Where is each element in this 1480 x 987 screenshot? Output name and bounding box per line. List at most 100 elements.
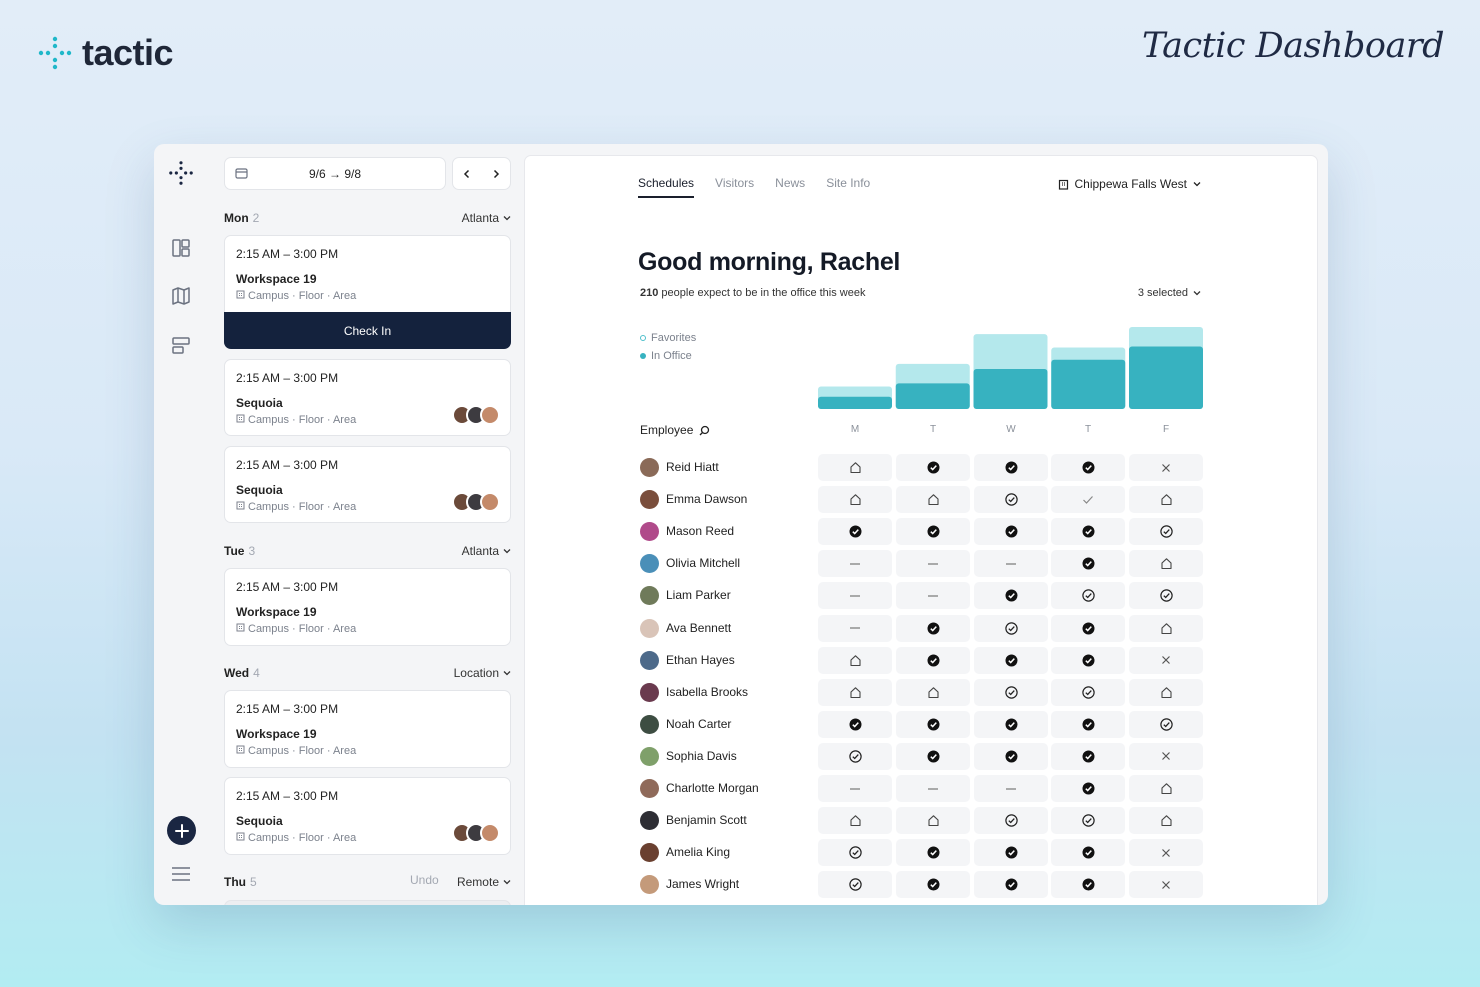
status-cell[interactable] <box>818 550 892 578</box>
status-cell[interactable] <box>818 807 892 835</box>
booking-card[interactable]: 2:15 AM – 3:00 PM Workspace 19 Campus · … <box>224 235 511 313</box>
status-cell[interactable] <box>1051 582 1125 610</box>
layout-icon[interactable] <box>168 332 194 358</box>
location-dropdown[interactable]: Atlanta <box>462 544 511 558</box>
date-range-picker[interactable]: 9/6 → 9/8 <box>224 157 446 190</box>
undo-button[interactable]: Undo <box>410 873 439 887</box>
status-cell[interactable] <box>818 518 892 546</box>
status-cell[interactable] <box>974 742 1048 770</box>
prev-week-button[interactable] <box>453 158 482 189</box>
status-cell[interactable] <box>974 678 1048 706</box>
status-cell[interactable] <box>1051 710 1125 738</box>
status-cell[interactable] <box>974 614 1048 642</box>
menu-icon[interactable] <box>168 861 194 887</box>
status-cell[interactable] <box>974 582 1048 610</box>
status-cell[interactable] <box>1051 646 1125 674</box>
status-cell[interactable] <box>1129 582 1203 610</box>
status-cell[interactable] <box>818 646 892 674</box>
status-cell[interactable] <box>974 550 1048 578</box>
employee-row[interactable]: Ethan Hayes <box>525 644 1317 676</box>
status-cell[interactable] <box>818 486 892 514</box>
employee-row[interactable]: James Wright <box>525 868 1317 900</box>
status-cell[interactable] <box>1129 550 1203 578</box>
booking-card[interactable]: 2:15 AM – 3:00 PM Workspace 19 Campus · … <box>224 568 511 646</box>
location-dropdown[interactable]: Location <box>454 666 511 680</box>
status-cell[interactable] <box>1129 839 1203 867</box>
location-dropdown[interactable]: Remote <box>457 875 511 889</box>
status-cell[interactable] <box>974 839 1048 867</box>
status-cell[interactable] <box>818 582 892 610</box>
status-cell[interactable] <box>974 807 1048 835</box>
status-cell[interactable] <box>1051 678 1125 706</box>
status-cell[interactable] <box>1051 454 1125 481</box>
next-week-button[interactable] <box>482 158 511 189</box>
status-cell[interactable] <box>818 775 892 802</box>
status-cell[interactable] <box>1051 614 1125 642</box>
attendee-avatars[interactable] <box>452 823 500 843</box>
employee-row[interactable]: Noah Carter <box>525 708 1317 740</box>
status-cell[interactable] <box>818 871 892 899</box>
status-cell[interactable] <box>1129 614 1203 642</box>
booking-card-partial[interactable] <box>224 900 511 905</box>
add-button[interactable] <box>167 816 196 845</box>
attendee-avatars[interactable] <box>452 405 500 425</box>
status-cell[interactable] <box>1129 807 1203 835</box>
status-cell[interactable] <box>1129 710 1203 738</box>
status-cell[interactable] <box>1129 678 1203 706</box>
tactic-nav-logo-icon[interactable] <box>168 160 194 186</box>
status-cell[interactable] <box>1129 454 1203 481</box>
status-cell[interactable] <box>896 871 970 899</box>
status-cell[interactable] <box>974 518 1048 546</box>
tab-site-info[interactable]: Site Info <box>826 176 871 190</box>
status-cell[interactable] <box>896 614 970 642</box>
status-cell[interactable] <box>974 486 1048 514</box>
status-cell[interactable] <box>896 646 970 674</box>
employee-row[interactable]: Isabella Brooks <box>525 676 1317 708</box>
status-cell[interactable] <box>974 710 1048 738</box>
status-cell[interactable] <box>1129 775 1203 802</box>
status-cell[interactable] <box>896 550 970 578</box>
status-cell[interactable] <box>974 775 1048 802</box>
status-cell[interactable] <box>818 678 892 706</box>
status-cell[interactable] <box>974 871 1048 899</box>
site-selector[interactable]: Chippewa Falls West <box>1058 177 1202 191</box>
status-cell[interactable] <box>818 710 892 738</box>
status-cell[interactable] <box>896 710 970 738</box>
status-cell[interactable] <box>1129 486 1203 514</box>
status-cell[interactable] <box>1129 518 1203 546</box>
attendee-avatars[interactable] <box>452 492 500 512</box>
employee-row[interactable]: Emma Dawson <box>525 483 1317 515</box>
dashboard-icon[interactable] <box>168 235 194 261</box>
check-in-button[interactable]: Check In <box>224 312 511 349</box>
employee-row[interactable]: Benjamin Scott <box>525 804 1317 836</box>
status-cell[interactable] <box>818 839 892 867</box>
status-cell[interactable] <box>896 518 970 546</box>
status-cell[interactable] <box>896 839 970 867</box>
location-dropdown[interactable]: Atlanta <box>462 211 511 225</box>
status-cell[interactable] <box>818 614 892 642</box>
status-cell[interactable] <box>1051 839 1125 867</box>
status-cell[interactable] <box>896 454 970 481</box>
status-cell[interactable] <box>1051 486 1125 514</box>
status-cell[interactable] <box>974 454 1048 481</box>
employee-row[interactable]: Amelia King <box>525 836 1317 868</box>
status-cell[interactable] <box>896 775 970 802</box>
tab-visitors[interactable]: Visitors <box>715 176 755 190</box>
map-icon[interactable] <box>168 283 194 309</box>
tab-schedules[interactable]: Schedules <box>638 176 695 198</box>
status-cell[interactable] <box>1129 871 1203 899</box>
status-cell[interactable] <box>1051 742 1125 770</box>
status-cell[interactable] <box>1051 807 1125 835</box>
employee-row[interactable]: Ava Bennett <box>525 612 1317 644</box>
status-cell[interactable] <box>896 678 970 706</box>
status-cell[interactable] <box>1129 646 1203 674</box>
status-cell[interactable] <box>1051 518 1125 546</box>
status-cell[interactable] <box>974 646 1048 674</box>
booking-card[interactable]: 2:15 AM – 3:00 PM Sequoia Campus · Floor… <box>224 777 511 855</box>
employee-row[interactable]: Mason Reed <box>525 515 1317 547</box>
status-cell[interactable] <box>1051 871 1125 899</box>
employee-row[interactable]: Charlotte Morgan <box>525 772 1317 804</box>
booking-card[interactable]: 2:15 AM – 3:00 PM Sequoia Campus · Floor… <box>224 446 511 523</box>
status-cell[interactable] <box>818 454 892 481</box>
status-cell[interactable] <box>818 742 892 770</box>
